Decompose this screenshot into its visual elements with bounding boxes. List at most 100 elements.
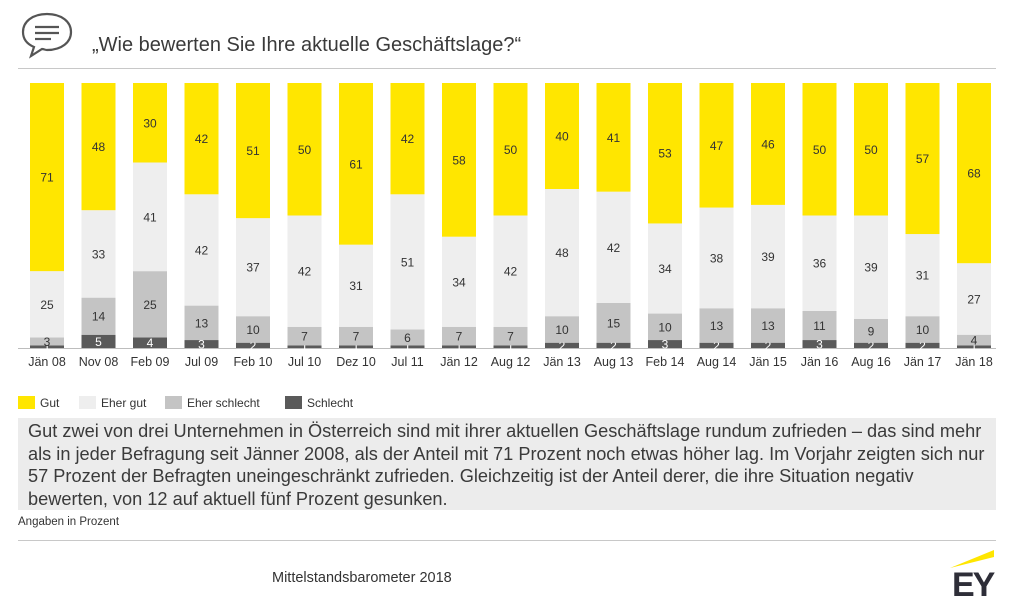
bar-segment-eher_schlecht	[905, 316, 940, 343]
bar-segment-eher_schlecht	[390, 329, 425, 346]
bar-segment-schlecht	[905, 342, 940, 348]
data-label-schlecht: 2	[919, 339, 926, 353]
bar-segment-eher_gut	[648, 223, 682, 314]
data-label-schlecht: 3	[662, 338, 669, 352]
header-divider	[18, 68, 996, 69]
data-label-gut: 47	[710, 139, 724, 153]
data-label-eher_schlecht: 10	[246, 323, 260, 337]
ey-logo-icon	[948, 548, 998, 577]
legend-swatch	[285, 396, 302, 409]
x-tick-label: Jän 13	[543, 355, 581, 369]
data-label-eher_gut: 37	[246, 261, 260, 275]
bar-segment-eher_schlecht	[81, 297, 116, 335]
x-tick-label: Dez 10	[336, 355, 376, 369]
bar-segment-eher_schlecht	[699, 308, 734, 343]
bar-segment-schlecht	[133, 337, 167, 348]
bar-segment-eher_gut	[957, 263, 991, 335]
x-tick-label: Feb 09	[131, 355, 170, 369]
data-label-gut: 42	[401, 132, 415, 146]
unit-note: Angaben in Prozent	[18, 516, 120, 528]
bar-segment-gut	[545, 83, 579, 189]
bar-segment-schlecht	[545, 342, 579, 348]
x-tick-label: Aug 14	[697, 355, 737, 369]
bar-segment-gut	[854, 83, 888, 216]
x-tick-label: Jän 12	[440, 355, 478, 369]
bar-segment-eher_gut	[854, 215, 888, 319]
data-label-eher_gut: 34	[452, 275, 466, 289]
bar-segment-eher_schlecht	[287, 326, 322, 346]
x-tick-label: Feb 10	[234, 355, 273, 369]
data-label-eher_gut: 31	[916, 269, 930, 283]
bar-segment-schlecht	[30, 345, 64, 348]
bar-segment-eher_schlecht	[493, 326, 528, 346]
data-label-schlecht: 1	[404, 340, 411, 354]
bar-segment-eher_schlecht	[596, 302, 631, 343]
legend-label: Schlecht	[307, 396, 354, 410]
legend-label: Eher schlecht	[187, 396, 260, 410]
bar-segment-eher_gut	[905, 234, 940, 317]
data-label-gut: 50	[504, 143, 518, 157]
bar-segment-schlecht	[957, 345, 991, 348]
x-tick-label: Nov 08	[79, 355, 119, 369]
bar-segment-eher_gut	[184, 194, 219, 306]
data-label-eher_schlecht: 9	[868, 324, 875, 338]
data-label-eher_gut: 31	[349, 279, 363, 293]
x-tick-label: Jän 15	[749, 355, 787, 369]
bar-segment-eher_gut	[339, 244, 373, 327]
data-label-eher_gut: 39	[761, 250, 775, 264]
data-label-eher_gut: 42	[504, 265, 518, 279]
bar-segment-gut	[81, 83, 116, 211]
bar-segment-eher_schlecht	[751, 308, 785, 343]
bar-segment-schlecht	[390, 345, 425, 348]
data-label-schlecht: 1	[301, 340, 308, 354]
bar-segment-schlecht	[596, 342, 631, 348]
data-label-schlecht: 1	[456, 340, 463, 354]
data-label-schlecht: 2	[559, 339, 566, 353]
bar-segment-eher_gut	[596, 191, 631, 303]
legend-swatch	[165, 396, 182, 409]
data-label-eher_schlecht: 13	[710, 319, 724, 333]
ey-logo: EY	[952, 566, 995, 604]
data-label-gut: 41	[607, 131, 621, 145]
bar-segment-gut	[699, 83, 734, 208]
data-label-eher_schlecht: 14	[92, 310, 106, 324]
bar-segment-schlecht	[287, 345, 322, 348]
data-label-schlecht: 3	[816, 338, 823, 352]
data-label-gut: 48	[92, 140, 106, 154]
page-title: „Wie bewerten Sie Ihre aktuelle Geschäft…	[92, 34, 522, 56]
data-label-eher_gut: 39	[864, 261, 878, 275]
data-label-eher_schlecht: 7	[301, 330, 308, 344]
bar-segment-schlecht	[854, 342, 888, 348]
bar-segment-eher_gut	[30, 271, 64, 338]
bar-segment-schlecht	[184, 340, 219, 348]
bar-segment-gut	[751, 83, 785, 205]
legend-swatch	[79, 396, 96, 409]
bar-segment-schlecht	[339, 345, 373, 348]
bar-segment-eher_schlecht	[30, 337, 64, 346]
data-label-gut: 57	[916, 152, 930, 166]
x-tick-label: Jän 17	[904, 355, 942, 369]
data-label-eher_gut: 38	[710, 251, 724, 265]
x-tick-label: Jän 18	[955, 355, 993, 369]
bar-segment-gut	[133, 83, 167, 163]
data-label-gut: 50	[864, 143, 878, 157]
x-tick-label: Aug 12	[491, 355, 531, 369]
data-label-gut: 61	[349, 157, 363, 171]
bar-segment-eher_schlecht	[442, 326, 476, 346]
data-label-gut: 50	[298, 143, 312, 157]
legend-label: Eher gut	[101, 396, 147, 410]
data-label-eher_gut: 42	[195, 243, 209, 257]
bar-segment-schlecht	[699, 342, 734, 348]
bar-segment-eher_schlecht	[339, 326, 373, 346]
bar-segment-schlecht	[236, 342, 270, 348]
data-label-eher_schlecht: 10	[555, 323, 569, 337]
x-tick-label: Jän 08	[28, 355, 66, 369]
bar-segment-eher_schlecht	[802, 310, 837, 341]
data-label-eher_gut: 51	[401, 255, 415, 269]
bar-segment-eher_gut	[802, 215, 837, 311]
data-label-eher_schlecht: 13	[195, 316, 209, 330]
data-label-gut: 51	[246, 144, 260, 158]
data-label-eher_gut: 42	[607, 241, 621, 255]
data-label-eher_gut: 33	[92, 247, 106, 261]
